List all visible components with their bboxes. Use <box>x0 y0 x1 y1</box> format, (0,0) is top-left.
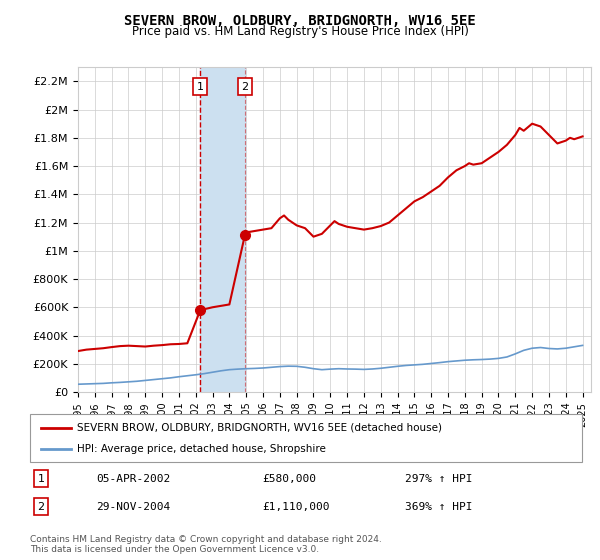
Text: 05-APR-2002: 05-APR-2002 <box>96 474 170 484</box>
Text: SEVERN BROW, OLDBURY, BRIDGNORTH, WV16 5EE (detached house): SEVERN BROW, OLDBURY, BRIDGNORTH, WV16 5… <box>77 423 442 433</box>
Text: 1: 1 <box>38 474 44 484</box>
Text: 2: 2 <box>37 502 44 512</box>
Text: £580,000: £580,000 <box>262 474 316 484</box>
Text: 1: 1 <box>197 82 204 92</box>
Text: SEVERN BROW, OLDBURY, BRIDGNORTH, WV16 5EE: SEVERN BROW, OLDBURY, BRIDGNORTH, WV16 5… <box>124 14 476 28</box>
Text: £1,110,000: £1,110,000 <box>262 502 329 512</box>
Text: HPI: Average price, detached house, Shropshire: HPI: Average price, detached house, Shro… <box>77 444 326 454</box>
Text: 297% ↑ HPI: 297% ↑ HPI <box>406 474 473 484</box>
Bar <box>200 67 245 392</box>
Text: 369% ↑ HPI: 369% ↑ HPI <box>406 502 473 512</box>
Text: Price paid vs. HM Land Registry's House Price Index (HPI): Price paid vs. HM Land Registry's House … <box>131 25 469 38</box>
Text: Contains HM Land Registry data © Crown copyright and database right 2024.
This d: Contains HM Land Registry data © Crown c… <box>30 535 382 554</box>
FancyBboxPatch shape <box>30 414 582 462</box>
Text: 29-NOV-2004: 29-NOV-2004 <box>96 502 170 512</box>
Text: 2: 2 <box>241 82 248 92</box>
